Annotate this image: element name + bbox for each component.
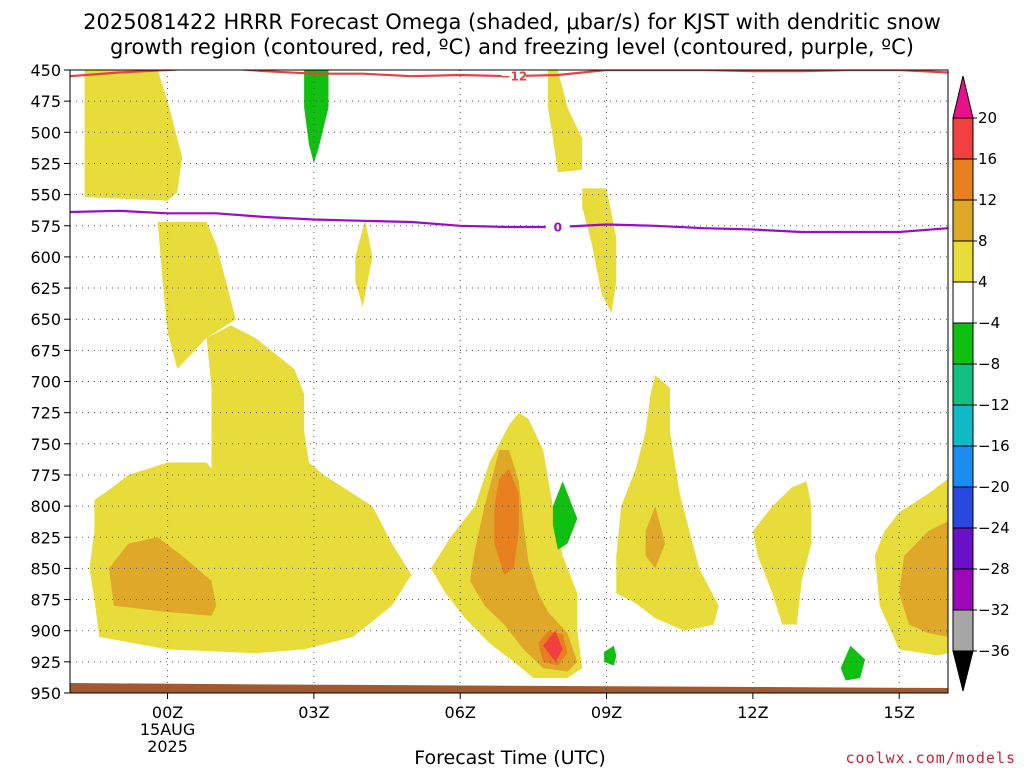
colorbar-segment-11 — [952, 568, 974, 611]
y-tick-label-10: 700 — [30, 373, 61, 392]
omega-region-4 — [355, 219, 373, 307]
omega-region-15 — [494, 468, 519, 575]
colorbar-tick-label-12: −32 — [978, 601, 1010, 619]
y-tick-label-11: 725 — [30, 404, 61, 423]
colorbar-tick-label-4: 4 — [978, 273, 988, 291]
omega-region-8 — [616, 375, 719, 631]
colorbar-segment-0 — [952, 117, 974, 160]
x-tick-label-5-0: 15Z — [884, 703, 915, 722]
y-tick-label-14: 800 — [30, 497, 61, 516]
colorbar-tick-label-13: −36 — [978, 642, 1010, 660]
chart-title-line-2: growth region (contoured, red, ºC) and f… — [110, 35, 914, 59]
colorbar-tick-label-1: 16 — [978, 150, 997, 168]
y-tick-label-16: 850 — [30, 559, 61, 578]
colorbar-tick-label-6: −8 — [978, 355, 1000, 373]
y-tick-label-3: 525 — [30, 154, 61, 173]
colorbar-extend-high — [952, 75, 974, 119]
colorbar-segment-1 — [952, 158, 974, 201]
colorbar-segment-2 — [952, 199, 974, 242]
omega-region-0 — [84, 70, 183, 201]
omega-region-13 — [645, 506, 666, 569]
y-tick-label-12: 750 — [30, 435, 61, 454]
contour-label-0: −12 — [500, 70, 527, 84]
chart-title-line-1: 2025081422 HRRR Forecast Omega (shaded, … — [83, 10, 941, 34]
omega-region-3 — [582, 188, 617, 313]
x-axis-label: Forecast Time (UTC) — [414, 747, 605, 768]
contours: −12 0 — [70, 70, 948, 234]
colorbar-segment-6 — [952, 363, 974, 406]
y-tick-label-5: 575 — [30, 217, 61, 236]
terrain-strip — [70, 683, 948, 693]
y-axis: 450 475 500 525 550 575 600 625 650 675 700 725 750 7… — [30, 61, 70, 703]
colorbar-segment-3 — [952, 240, 974, 283]
colorbar-segment-4 — [952, 281, 974, 324]
colorbar-tick-label-5: −4 — [978, 314, 1000, 332]
x-tick-label-0-0: 00Z — [152, 703, 183, 722]
omega-region-9 — [752, 481, 812, 625]
y-tick-label-15: 825 — [30, 528, 61, 547]
x-tick-label-1-0: 03Z — [298, 703, 329, 722]
y-tick-label-0: 450 — [30, 61, 61, 80]
x-tick-label-0-2: 2025 — [147, 737, 188, 756]
colorbar-tick-label-9: −20 — [978, 478, 1010, 496]
grid — [70, 70, 948, 693]
x-tick-label-3-0: 09Z — [591, 703, 622, 722]
colorbar-segment-10 — [952, 527, 974, 570]
y-tick-label-6: 600 — [30, 248, 61, 267]
omega-region-6 — [157, 222, 236, 369]
colorbar-tick-label-0: 20 — [978, 109, 997, 127]
plot-area: −12 0 — [69, 69, 949, 694]
contour-label-bg-1 — [545, 219, 570, 234]
omega-region-14 — [899, 521, 948, 637]
colorbar-tick-label-11: −28 — [978, 560, 1010, 578]
x-tick-label-0-1: 15AUG — [140, 720, 195, 739]
omega-region-2 — [548, 70, 583, 173]
colorbar-segment-8 — [952, 445, 974, 488]
contour-line-1 — [70, 209, 948, 234]
y-tick-label-1: 475 — [30, 92, 61, 111]
contour-label-bg-0 — [501, 70, 526, 84]
y-tick-label-19: 925 — [30, 653, 61, 672]
x-tick-label-2-0: 06Z — [445, 703, 476, 722]
colorbar-segment-12 — [952, 609, 974, 652]
colorbar-segment-5 — [952, 322, 974, 365]
omega-shading — [84, 70, 948, 681]
omega-region-17 — [543, 630, 563, 662]
colorbar-tick-label-2: 12 — [978, 191, 997, 209]
omega-region-20 — [840, 645, 866, 681]
y-tick-label-13: 775 — [30, 466, 61, 485]
omega-region-1 — [304, 70, 329, 164]
y-tick-label-8: 650 — [30, 310, 61, 329]
colorbar-extend-low — [952, 650, 974, 692]
omega-region-18 — [552, 481, 578, 550]
colorbar-tick-label-3: 8 — [978, 232, 988, 250]
y-tick-label-17: 875 — [30, 591, 61, 610]
credit-text: coolwx.com/models — [845, 749, 1016, 767]
colorbar-segment-7 — [952, 404, 974, 447]
y-tick-label-18: 900 — [30, 622, 61, 641]
colorbar-tick-label-7: −12 — [978, 396, 1010, 414]
colorbar: 20 16 12 8 4 −4 −8 −12 −16 −20 −24 −28 −32 −36 — [952, 75, 1010, 692]
y-tick-label-4: 550 — [30, 186, 61, 205]
omega-region-11 — [109, 537, 217, 616]
y-tick-label-7: 625 — [30, 279, 61, 298]
omega-region-19 — [604, 645, 617, 666]
y-tick-label-20: 950 — [30, 684, 61, 703]
x-tick-label-4-0: 12Z — [737, 703, 768, 722]
y-tick-label-9: 675 — [30, 341, 61, 360]
y-tick-label-2: 500 — [30, 123, 61, 142]
colorbar-tick-label-10: −24 — [978, 519, 1010, 537]
colorbar-tick-label-8: −16 — [978, 437, 1010, 455]
contour-label-1: 0 — [554, 220, 562, 234]
colorbar-segment-9 — [952, 486, 974, 529]
